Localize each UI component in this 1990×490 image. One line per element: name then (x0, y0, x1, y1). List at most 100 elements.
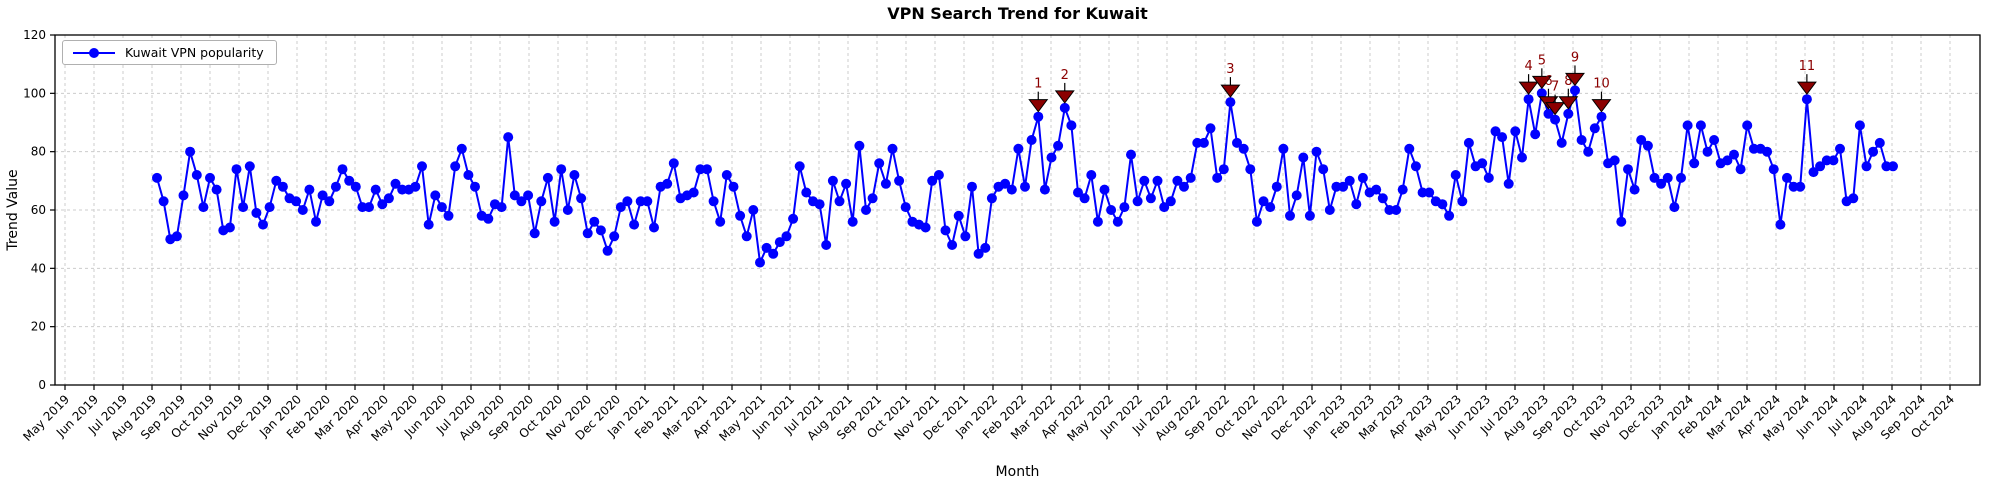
data-point (1099, 184, 1110, 195)
data-point (311, 216, 321, 227)
data-point (781, 231, 792, 242)
data-point (509, 190, 520, 201)
data-point (523, 190, 534, 201)
annotation-label: 1 (1034, 77, 1042, 92)
data-point (1497, 132, 1508, 143)
data-point (291, 196, 302, 207)
data-point (728, 181, 739, 192)
annotation-label: 4 (1524, 59, 1532, 74)
data-point (1510, 126, 1521, 137)
data-point (814, 199, 825, 210)
data-point (847, 216, 858, 227)
data-point (1709, 135, 1720, 145)
data-point (1828, 155, 1839, 166)
data-point (1132, 196, 1143, 207)
data-point (841, 178, 852, 189)
data-point (1139, 175, 1150, 186)
data-point (1311, 146, 1322, 157)
data-point (708, 196, 719, 207)
data-point (1424, 187, 1435, 198)
data-point (1775, 219, 1786, 230)
data-point (1225, 97, 1236, 108)
data-point (251, 207, 262, 218)
y-tick-label: 60 (31, 203, 46, 217)
data-point (933, 170, 944, 180)
data-point (755, 257, 765, 268)
data-point (920, 222, 931, 233)
data-point (1112, 216, 1123, 227)
annotation-label: 10 (1593, 77, 1610, 92)
data-point (1483, 172, 1494, 183)
data-point (1861, 161, 1872, 172)
data-point (582, 228, 593, 239)
data-point (1039, 184, 1050, 195)
data-point (629, 219, 640, 230)
y-tick-label: 40 (31, 261, 46, 275)
data-point (927, 175, 938, 186)
data-point (1251, 216, 1262, 227)
data-point (887, 143, 898, 154)
data-point (1477, 158, 1488, 169)
data-point (1232, 137, 1242, 148)
annotation-triangle-icon (1518, 81, 1539, 95)
data-point (609, 231, 620, 242)
data-point (1238, 143, 1249, 154)
annotation-label: 11 (1799, 59, 1816, 74)
data-point (450, 161, 461, 172)
data-point (496, 202, 507, 213)
data-point (377, 199, 388, 210)
data-point (152, 172, 162, 183)
annotation-label: 2 (1061, 68, 1069, 83)
data-point (1768, 164, 1779, 175)
data-point (788, 213, 799, 224)
data-point (794, 161, 805, 172)
data-point (463, 170, 474, 180)
data-point (615, 202, 626, 213)
data-point (1523, 94, 1534, 105)
data-point (1695, 120, 1706, 131)
data-point (304, 184, 315, 195)
data-point (1159, 202, 1170, 213)
data-point (529, 228, 540, 239)
data-point (1285, 210, 1295, 221)
data-point (364, 202, 374, 213)
data-point (595, 225, 606, 236)
data-point (1298, 152, 1309, 163)
data-point (1053, 140, 1064, 151)
y-tick-label: 20 (31, 320, 46, 334)
data-point (980, 242, 991, 253)
data-point (1649, 172, 1660, 183)
data-point (1073, 187, 1083, 198)
y-tick-label: 100 (23, 86, 46, 100)
annotation-triangle-icon (1531, 75, 1552, 90)
data-point (536, 196, 547, 207)
data-point (854, 140, 865, 151)
data-point (516, 196, 527, 207)
data-point (224, 222, 235, 233)
annotation-label: 3 (1226, 62, 1234, 77)
data-point (1570, 85, 1580, 96)
annotation-label: 8 (1564, 74, 1572, 89)
data-point (768, 248, 779, 259)
data-point (1517, 152, 1527, 163)
data-point (436, 202, 447, 213)
data-point (1848, 193, 1859, 204)
data-point (1642, 140, 1653, 151)
data-point (1629, 184, 1640, 195)
data-point (1205, 123, 1216, 134)
annotation-label: 5 (1538, 53, 1546, 68)
annotation-triangle-icon (1591, 99, 1612, 113)
data-point (1066, 120, 1077, 131)
data-point (1278, 143, 1289, 154)
data-point (1291, 190, 1302, 201)
annotation-triangle-icon (1220, 84, 1241, 98)
data-point (470, 181, 480, 192)
y-tick-label: 80 (31, 145, 46, 159)
data-point (1351, 199, 1362, 210)
data-point (556, 164, 567, 175)
data-point (191, 170, 202, 180)
data-point (576, 193, 587, 204)
data-point (1212, 172, 1223, 183)
data-point (1119, 202, 1130, 213)
data-point (1589, 123, 1600, 134)
